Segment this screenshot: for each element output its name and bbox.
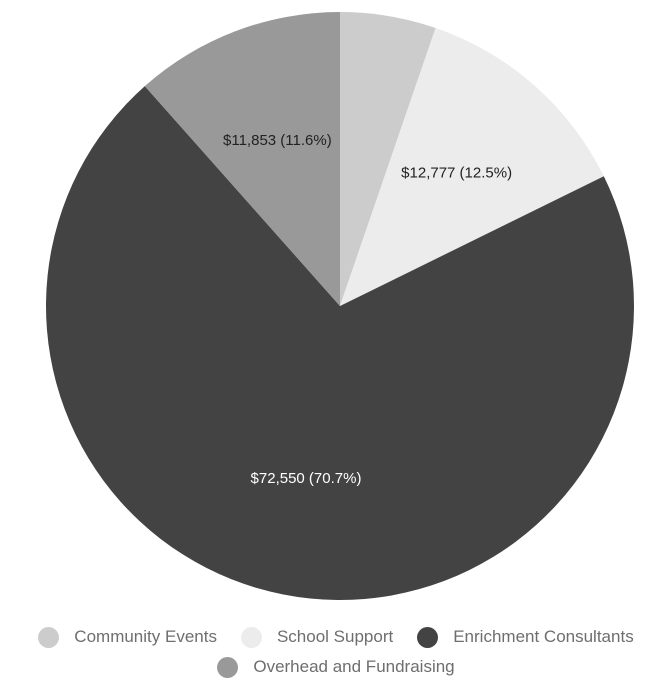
legend-swatch [240,626,262,648]
slice-label-overhead-and-fundraising: $11,853 (11.6%) [223,132,332,149]
legend-item-school-support: School Support [240,626,394,648]
legend-item-enrichment-consultants: Enrichment Consultants [417,626,634,648]
pie-slice-enrichment-consultants [45,86,634,601]
slice-label-enrichment-consultants: $72,550 (70.7%) [251,470,362,487]
legend-item-community-events: Community Events [38,626,217,648]
slice-label-school-support: $12,777 (12.5%) [401,165,512,182]
legend-swatch [38,626,60,648]
pie-slice-overhead-and-fundraising [144,12,340,306]
legend-label: Overhead and Fundraising [253,657,455,676]
legend-swatch [417,626,439,648]
chart-legend: Community Events School Support Enrichment… [0,622,672,682]
legend-row: Overhead and Fundraising [0,652,672,682]
legend-item-overhead-and-fundraising: Overhead and Fundraising [217,656,455,678]
pie-slice-community-events [340,12,436,306]
pie-slice-school-support [340,27,604,307]
pie-plot-area: $12,777 (12.5%) $72,550 (70.7%) $11,853 (1… [45,12,634,601]
legend-label: Enrichment Consultants [453,627,634,646]
legend-label: Community Events [74,627,217,646]
legend-row: Community Events School Support Enrichment… [0,622,672,652]
legend-label: School Support [276,627,394,646]
legend-swatch [217,656,239,678]
